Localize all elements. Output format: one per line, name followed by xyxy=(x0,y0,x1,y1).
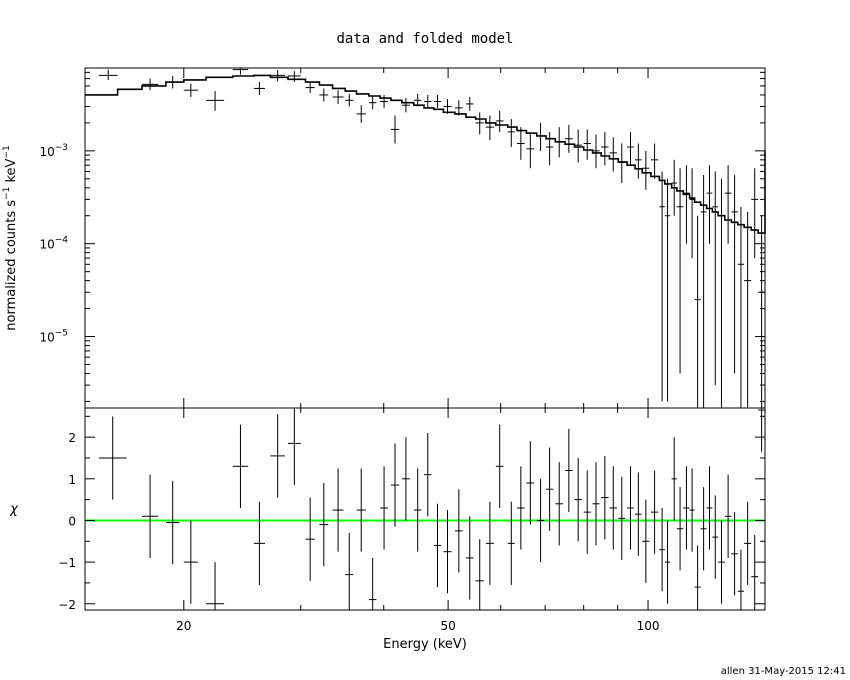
residual-points xyxy=(98,408,765,610)
bottom-y-tick-label: −2 xyxy=(58,598,76,612)
bottom-y-tick-label: 0 xyxy=(68,514,76,528)
bottom-y-tick-label: 1 xyxy=(68,473,76,487)
chart-title: data and folded model xyxy=(336,31,513,47)
bottom-y-axis-label: χ xyxy=(9,502,19,517)
top-data-points xyxy=(98,68,765,408)
x-axis-label: Energy (keV) xyxy=(383,637,467,652)
top-y-tick-label: 10−4 xyxy=(39,236,68,252)
top-y-tick-label: 10−5 xyxy=(39,329,68,345)
top-y-axis-label: normalized counts s−1 keV−1 xyxy=(2,145,19,330)
credit-line: allen 31-May-2015 12:41 xyxy=(721,666,846,677)
bottom-panel-frame xyxy=(84,407,766,611)
top-y-axis: 10−3 10−4 10−5 xyxy=(39,71,765,402)
x-tick-label: 50 xyxy=(440,619,455,633)
bottom-y-tick-label: −1 xyxy=(58,556,76,570)
residual-panel: 2 1 0 −1 −2 χ xyxy=(9,407,766,612)
x-axis: 20 50 100 xyxy=(176,68,659,633)
folded-model-line xyxy=(85,74,766,234)
data-folded-model-panel: 10−3 10−4 10−5 normalized counts s−1 keV−1 xyxy=(2,67,766,409)
top-panel-frame xyxy=(84,67,766,409)
top-y-tick-label: 10−3 xyxy=(39,143,68,159)
bottom-y-tick-label: 2 xyxy=(68,431,76,445)
x-tick-label: 100 xyxy=(637,619,660,633)
bottom-y-axis: 2 1 0 −1 −2 xyxy=(58,415,765,612)
x-tick-label: 20 xyxy=(176,619,191,633)
